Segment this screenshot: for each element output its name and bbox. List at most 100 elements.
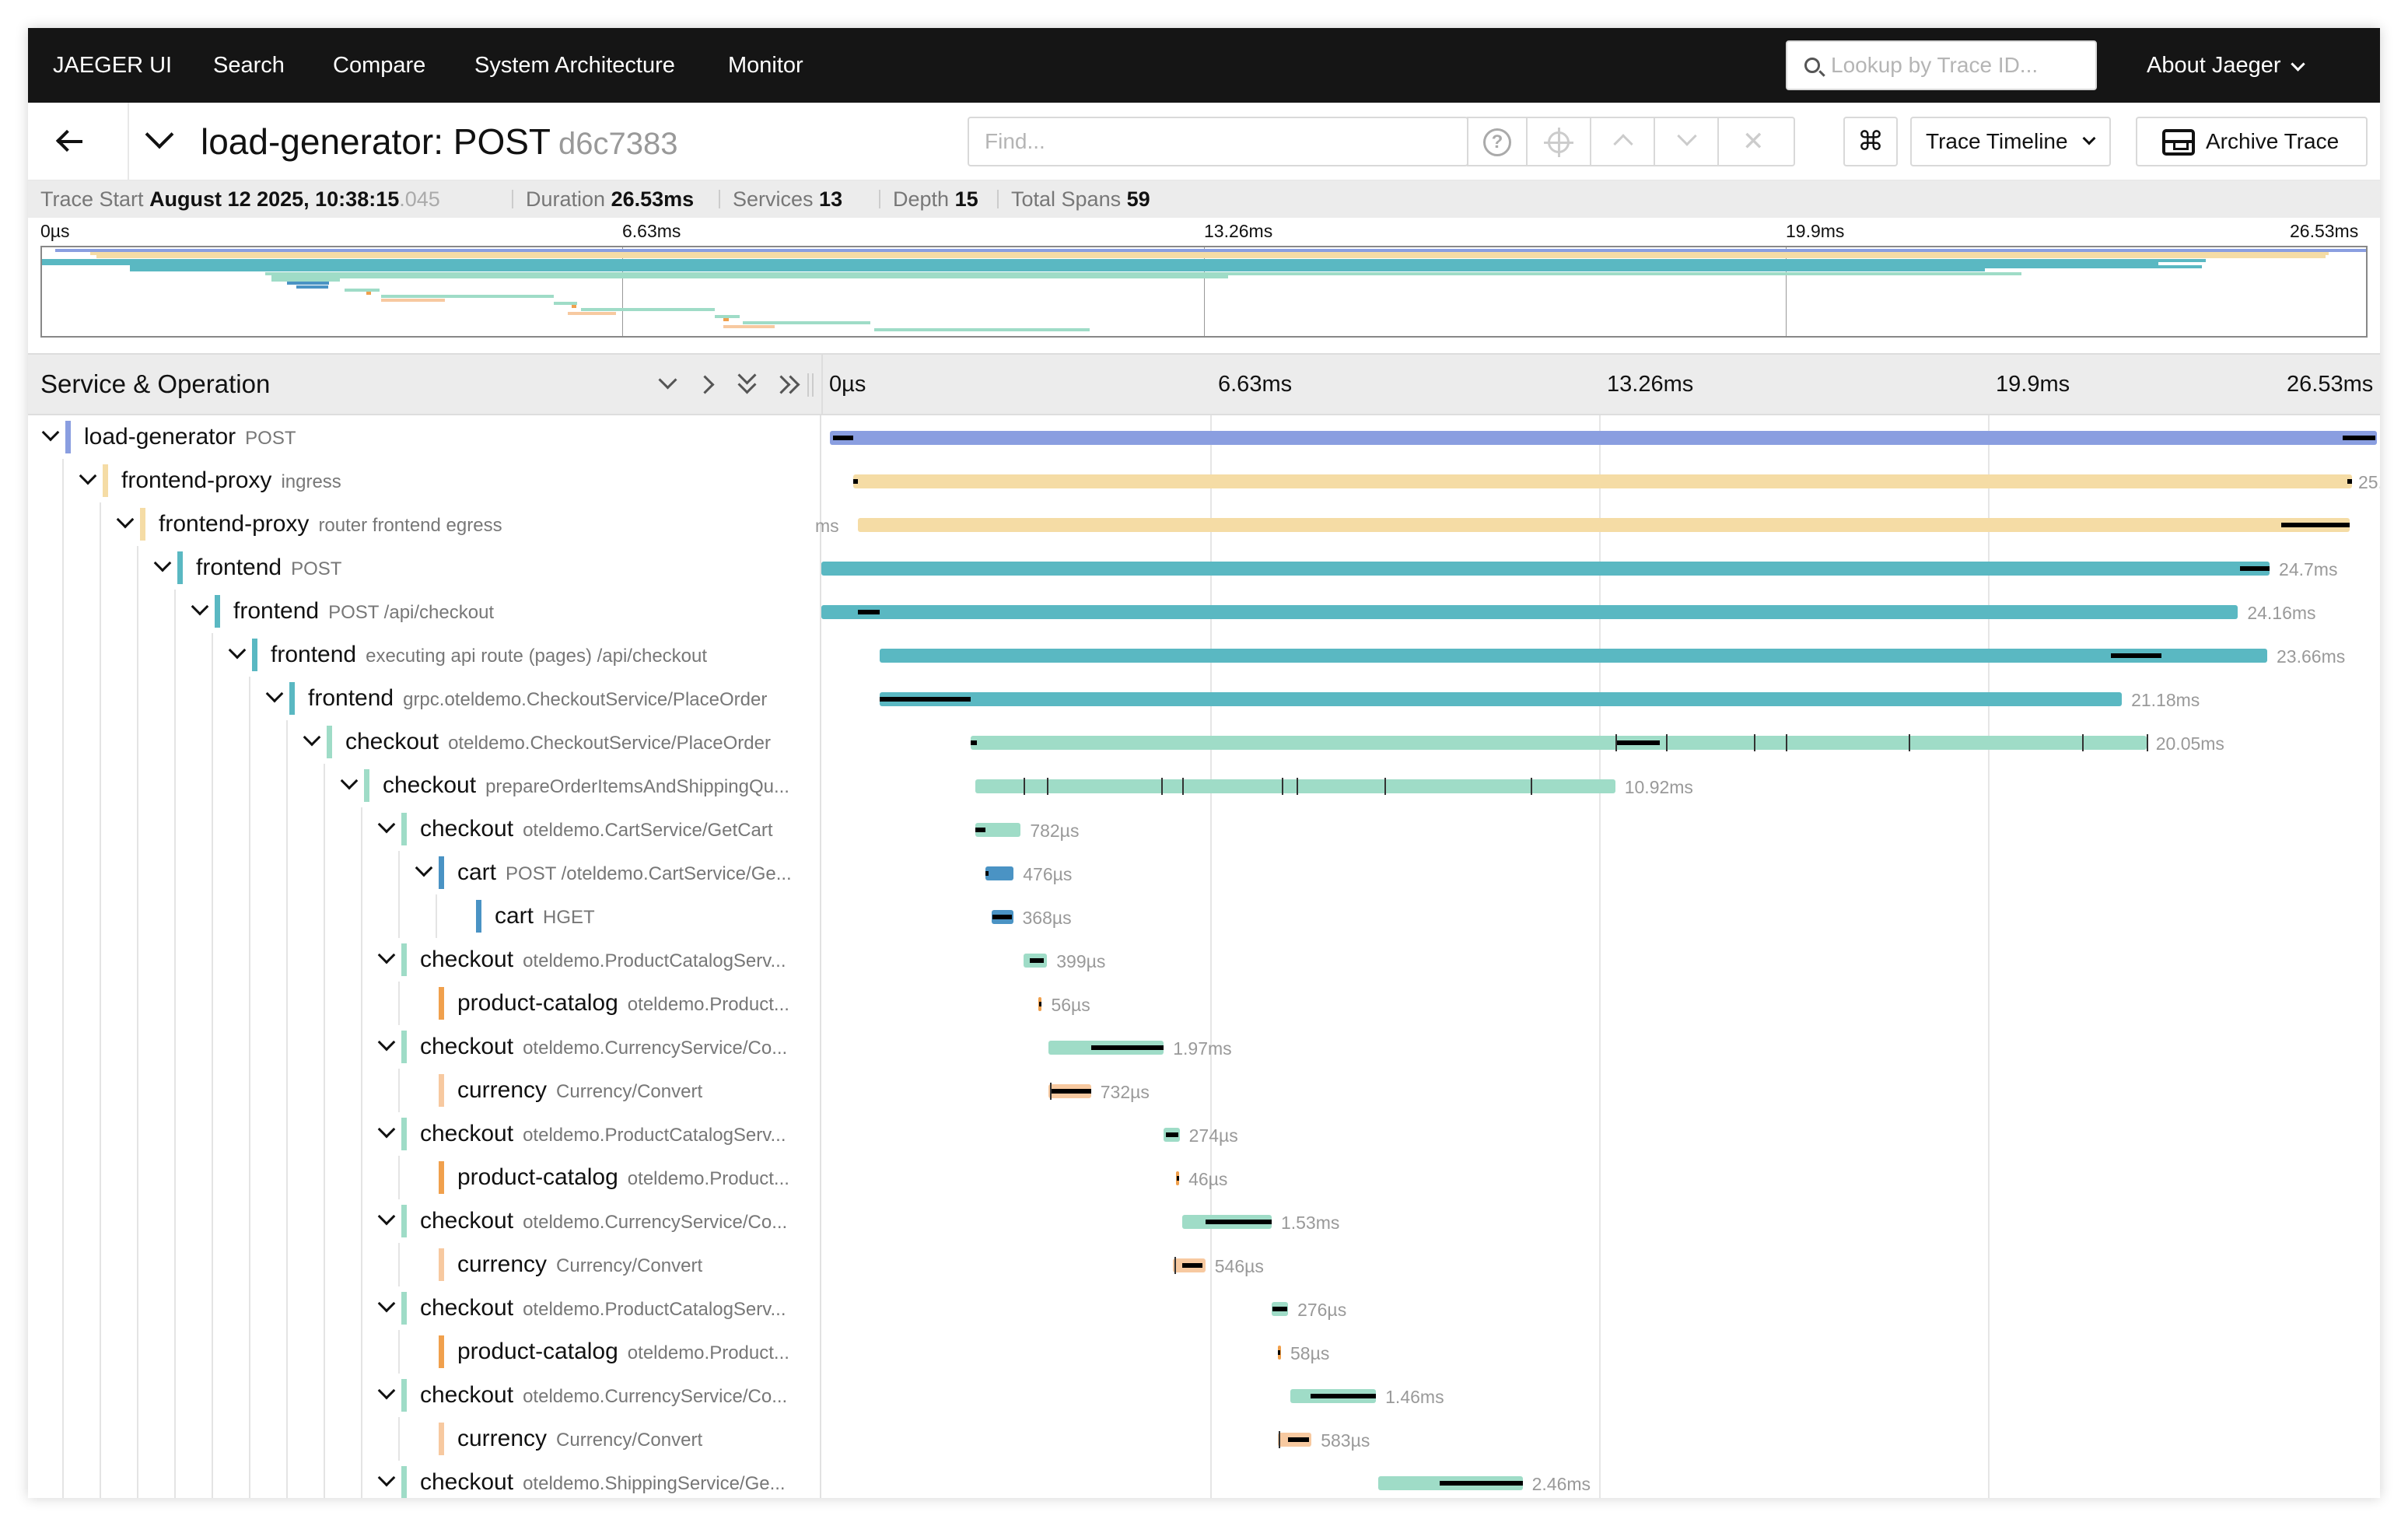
span-log-marker[interactable] [1281, 778, 1283, 795]
span-row[interactable]: checkout prepareOrderItemsAndShippingQu..… [28, 764, 2380, 807]
span-timeline-cell[interactable]: 368µs [821, 894, 2380, 938]
span-timeline-cell[interactable]: 276µs [821, 1286, 2380, 1330]
span-bar[interactable] [821, 605, 2238, 619]
nav-system-architecture[interactable]: System Architecture [474, 53, 675, 78]
span-bar[interactable] [880, 692, 2123, 706]
trace-minimap[interactable]: 0µs 6.63ms 13.26ms 19.9ms 26.53ms [28, 218, 2380, 372]
span-name-cell[interactable]: checkout oteldemo.CurrencyService/Co... [28, 1199, 821, 1243]
span-name-cell[interactable]: frontend POST [28, 546, 821, 590]
span-log-marker[interactable] [1786, 734, 1788, 751]
chevron-down-icon[interactable] [414, 862, 432, 880]
help-button[interactable]: ? [1467, 117, 1528, 166]
collapse-all-icon[interactable] [736, 372, 761, 397]
span-timeline-cell[interactable]: 20.05ms [821, 720, 2380, 764]
span-name-cell[interactable]: currency Currency/Convert [28, 1417, 821, 1461]
expand-all-icon[interactable] [776, 372, 801, 397]
span-row[interactable]: cart POST /oteldemo.CartService/Ge... 476µ… [28, 851, 2380, 894]
span-log-marker[interactable] [1665, 734, 1668, 751]
span-row[interactable]: cart HGET 368µs [28, 894, 2380, 938]
span-row[interactable]: currency Currency/Convert 583µs [28, 1417, 2380, 1461]
span-timeline-cell[interactable]: 10.92ms [821, 764, 2380, 807]
about-jaeger-menu[interactable]: About Jaeger [2147, 53, 2281, 78]
chevron-down-icon[interactable] [376, 1472, 395, 1490]
brand-link[interactable]: JAEGER UI [53, 53, 173, 78]
span-row[interactable]: frontend-proxy ingress 25. [28, 459, 2380, 502]
chevron-down-icon[interactable] [190, 600, 208, 619]
span-name-cell[interactable]: currency Currency/Convert [28, 1243, 821, 1286]
span-row[interactable]: currency Currency/Convert 546µs [28, 1243, 2380, 1286]
span-name-cell[interactable]: product-catalog oteldemo.Product... [28, 1156, 821, 1199]
span-row[interactable]: currency Currency/Convert 732µs [28, 1069, 2380, 1112]
span-name-cell[interactable]: checkout oteldemo.ShippingService/Ge... [28, 1461, 821, 1498]
trace-id-lookup-input[interactable] [1831, 42, 2088, 89]
view-select[interactable]: Trace Timeline [1910, 117, 2111, 166]
find-input[interactable] [985, 118, 1420, 165]
span-row[interactable]: checkout oteldemo.CurrencyService/Co... 1.… [28, 1374, 2380, 1417]
span-name-cell[interactable]: cart POST /oteldemo.CartService/Ge... [28, 851, 821, 894]
span-name-cell[interactable]: checkout oteldemo.CheckoutService/PlaceOr… [28, 720, 821, 764]
span-row[interactable]: checkout oteldemo.CartService/GetCart 782µ… [28, 807, 2380, 851]
expand-one-icon[interactable] [697, 372, 722, 397]
prev-result-button[interactable] [1590, 117, 1655, 166]
nav-monitor[interactable]: Monitor [728, 53, 803, 78]
chevron-down-icon[interactable] [227, 644, 246, 663]
span-bar[interactable] [821, 562, 2270, 576]
span-timeline-cell[interactable]: 46µs [821, 1156, 2380, 1199]
span-log-marker[interactable] [1296, 778, 1298, 795]
span-timeline-cell[interactable]: 1.97ms [821, 1025, 2380, 1069]
span-timeline-cell[interactable]: 274µs [821, 1112, 2380, 1156]
chevron-down-icon[interactable] [376, 1036, 395, 1055]
span-timeline-cell[interactable]: 23.66ms [821, 633, 2380, 677]
span-timeline-cell[interactable]: 24.16ms [821, 590, 2380, 633]
span-row[interactable]: checkout oteldemo.ProductCatalogServ... 39… [28, 938, 2380, 982]
span-name-cell[interactable]: checkout oteldemo.ProductCatalogServ... [28, 938, 821, 982]
span-timeline-cell[interactable]: 2.46ms [821, 1461, 2380, 1498]
chevron-down-icon[interactable] [339, 775, 358, 793]
span-log-marker[interactable] [1531, 778, 1533, 795]
chevron-down-icon[interactable] [376, 818, 395, 837]
span-row[interactable]: checkout oteldemo.CurrencyService/Co... 1.… [28, 1199, 2380, 1243]
span-log-marker[interactable] [1174, 1257, 1176, 1274]
span-name-cell[interactable]: frontend-proxy router frontend egress [28, 502, 821, 546]
keyboard-shortcuts-button[interactable]: ⌘ [1843, 117, 1898, 166]
span-name-cell[interactable]: currency Currency/Convert [28, 1069, 821, 1112]
span-timeline-cell[interactable]: 24.7ms [821, 546, 2380, 590]
span-row[interactable]: checkout oteldemo.ProductCatalogServ... 27… [28, 1286, 2380, 1330]
span-name-cell[interactable]: checkout oteldemo.ProductCatalogServ... [28, 1286, 821, 1330]
span-row[interactable]: frontend POST 24.7ms [28, 546, 2380, 590]
span-row[interactable]: checkout oteldemo.CheckoutService/PlaceOr… [28, 720, 2380, 764]
span-timeline-cell[interactable]: 782µs [821, 807, 2380, 851]
chevron-down-icon[interactable] [376, 1210, 395, 1229]
span-bar[interactable] [975, 779, 1615, 793]
span-timeline-cell[interactable]: 21.18ms [821, 677, 2380, 720]
span-row[interactable]: product-catalog oteldemo.Product... 56µs [28, 982, 2380, 1025]
span-log-marker[interactable] [1161, 778, 1164, 795]
span-timeline-cell[interactable]: 583µs [821, 1417, 2380, 1461]
nav-search[interactable]: Search [213, 53, 285, 78]
back-arrow-icon[interactable] [54, 126, 86, 157]
span-log-marker[interactable] [1753, 734, 1755, 751]
focus-result-button[interactable] [1526, 117, 1591, 166]
span-timeline-cell[interactable]: 476µs [821, 851, 2380, 894]
span-name-cell[interactable]: frontend grpc.oteldemo.CheckoutService/Pl… [28, 677, 821, 720]
span-timeline-cell[interactable]: 58µs [821, 1330, 2380, 1374]
span-name-cell[interactable]: product-catalog oteldemo.Product... [28, 1330, 821, 1374]
minimap-canvas[interactable] [40, 246, 2368, 338]
chevron-down-icon[interactable] [376, 949, 395, 968]
span-timeline-cell[interactable]: 546µs [821, 1243, 2380, 1286]
span-log-marker[interactable] [2081, 734, 2084, 751]
span-timeline-cell[interactable]: 399µs [821, 938, 2380, 982]
span-timeline-cell[interactable]: 25. [821, 459, 2380, 502]
chevron-down-icon[interactable] [152, 557, 171, 576]
span-bar[interactable] [985, 866, 1014, 880]
span-bar[interactable] [853, 474, 2352, 488]
chevron-down-icon[interactable] [78, 470, 96, 488]
span-bar[interactable] [857, 518, 2350, 532]
span-row[interactable]: frontend grpc.oteldemo.CheckoutService/Pl… [28, 677, 2380, 720]
span-log-marker[interactable] [1384, 778, 1386, 795]
span-row[interactable]: checkout oteldemo.ProductCatalogServ... 27… [28, 1112, 2380, 1156]
span-log-marker[interactable] [1050, 1083, 1052, 1100]
chevron-down-icon[interactable] [302, 731, 320, 750]
span-row[interactable]: product-catalog oteldemo.Product... 46µs [28, 1156, 2380, 1199]
chevron-down-icon[interactable] [145, 124, 173, 152]
